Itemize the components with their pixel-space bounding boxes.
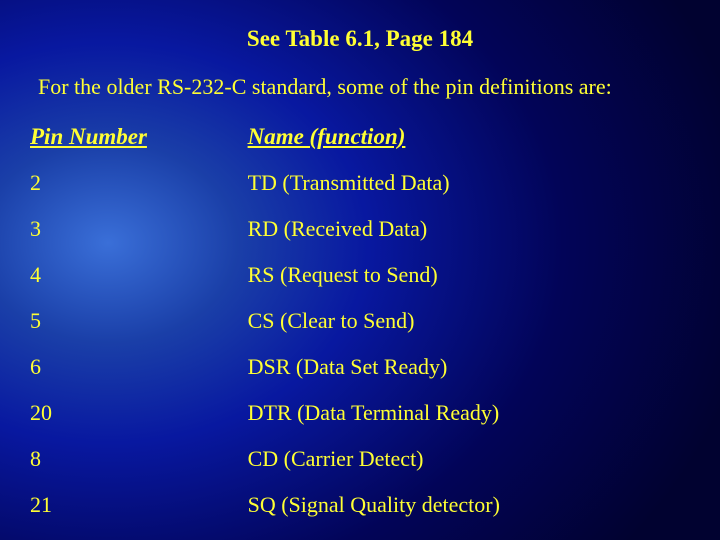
table-row: 20 DTR (Data Terminal Ready): [20, 390, 700, 436]
cell-name: CS (Clear to Send): [238, 298, 700, 344]
cell-name: RD (Received Data): [238, 206, 700, 252]
cell-name: CD (Carrier Detect): [238, 436, 700, 482]
cell-pin: 21: [20, 482, 238, 528]
pin-table: Pin Number Name (function) 2 TD (Transmi…: [20, 118, 700, 528]
table-header-row: Pin Number Name (function): [20, 118, 700, 160]
table-row: 8 CD (Carrier Detect): [20, 436, 700, 482]
cell-name: DSR (Data Set Ready): [238, 344, 700, 390]
slide-subtitle: For the older RS-232-C standard, some of…: [38, 74, 700, 100]
table-row: 2 TD (Transmitted Data): [20, 160, 700, 206]
table-row: 6 DSR (Data Set Ready): [20, 344, 700, 390]
cell-pin: 2: [20, 160, 238, 206]
cell-pin: 4: [20, 252, 238, 298]
table-row: 4 RS (Request to Send): [20, 252, 700, 298]
cell-pin: 20: [20, 390, 238, 436]
cell-name: SQ (Signal Quality detector): [238, 482, 700, 528]
cell-name: RS (Request to Send): [238, 252, 700, 298]
cell-pin: 8: [20, 436, 238, 482]
header-pin-number: Pin Number: [20, 118, 238, 160]
cell-pin: 6: [20, 344, 238, 390]
slide-title: See Table 6.1, Page 184: [20, 26, 700, 52]
slide: See Table 6.1, Page 184 For the older RS…: [0, 0, 720, 540]
header-name-function: Name (function): [238, 118, 700, 160]
table-row: 5 CS (Clear to Send): [20, 298, 700, 344]
cell-pin: 5: [20, 298, 238, 344]
cell-name: DTR (Data Terminal Ready): [238, 390, 700, 436]
cell-name: TD (Transmitted Data): [238, 160, 700, 206]
table-row: 21 SQ (Signal Quality detector): [20, 482, 700, 528]
table-row: 3 RD (Received Data): [20, 206, 700, 252]
cell-pin: 3: [20, 206, 238, 252]
